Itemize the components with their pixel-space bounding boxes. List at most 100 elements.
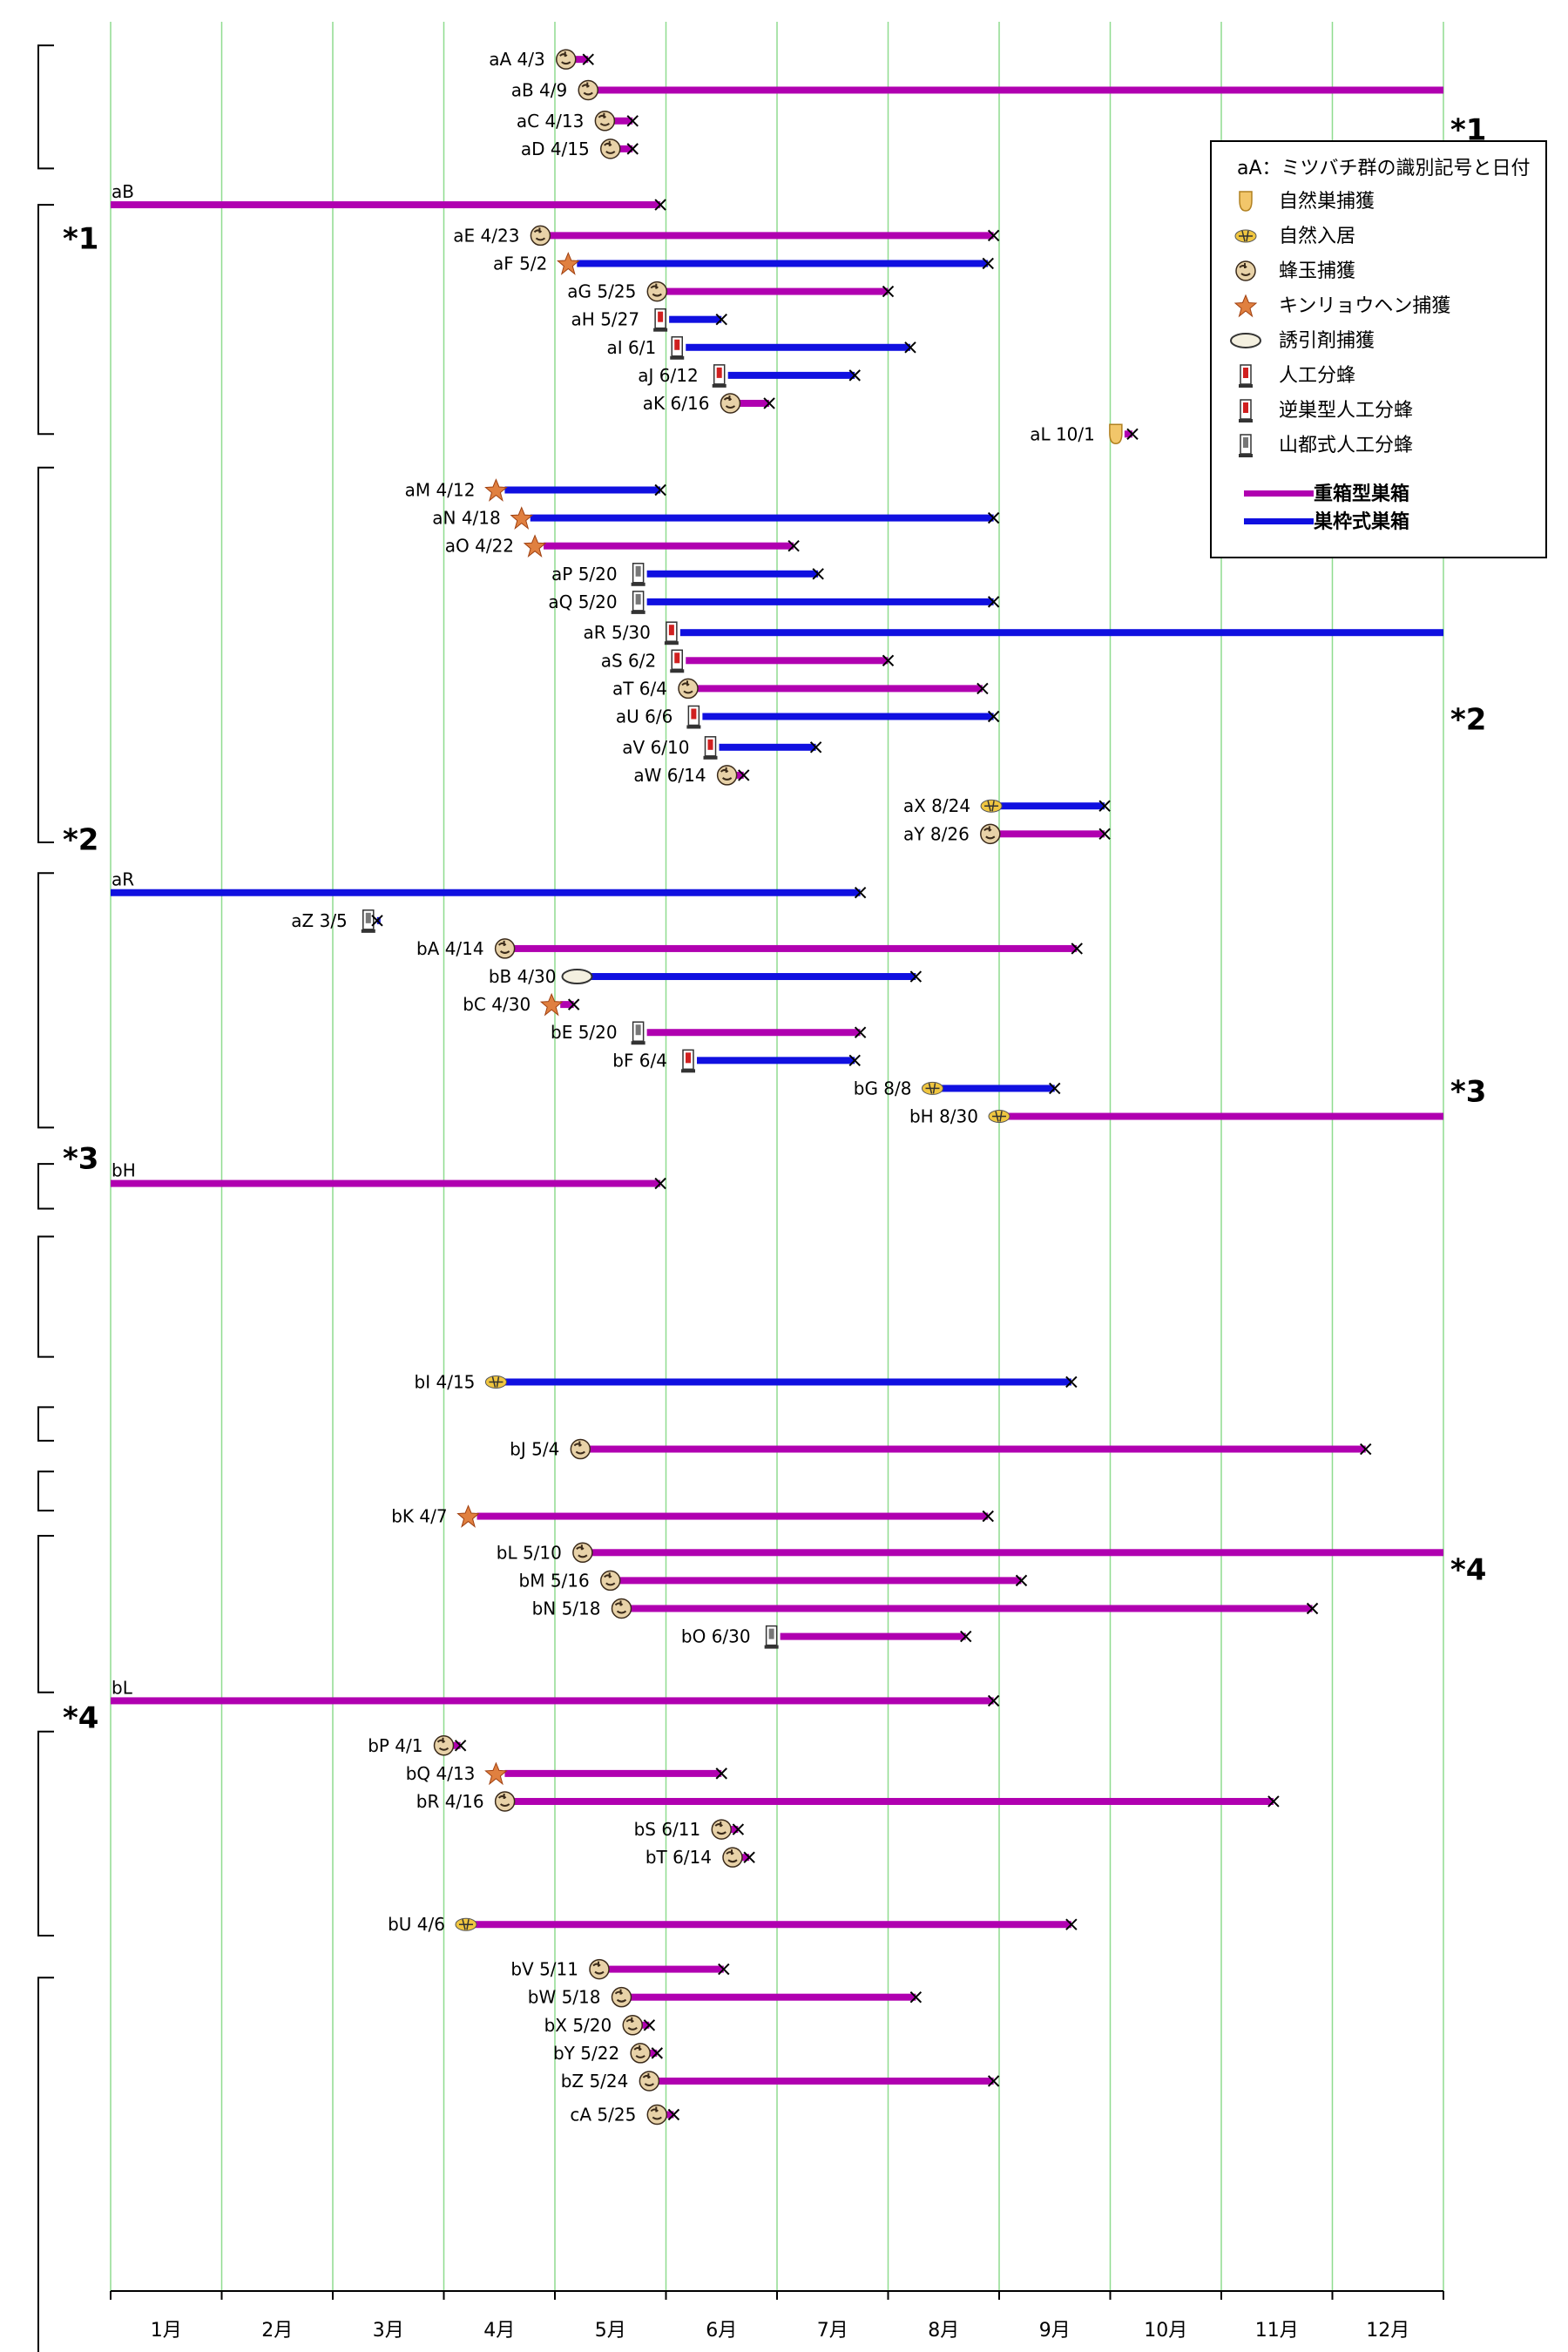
swarm-ball-icon-detail	[720, 767, 733, 781]
month-axis: 1月 2月 3月 4月 5月 6月 7月 8月 9月 10月 11月 12月	[110, 2290, 1444, 2342]
swarm-ball-icon-detail	[497, 1793, 510, 1807]
end-mark	[1049, 1082, 1061, 1095]
colony-label: bN 5/18	[532, 1598, 601, 1619]
colony-bar	[719, 743, 816, 751]
colony-row: bL	[111, 1677, 1000, 1707]
month-label: 12月	[1366, 2320, 1409, 2342]
end-mark	[626, 115, 639, 127]
month-label: 6月	[706, 2320, 737, 2342]
split-yamato-icon-mark	[635, 593, 641, 605]
colony-row: bN 5/18	[532, 1598, 1319, 1619]
end-mark	[960, 1630, 972, 1643]
split-icon-base	[670, 669, 685, 673]
colony-label: bL 5/10	[497, 1542, 562, 1563]
colony-row: bO 6/30	[681, 1625, 972, 1649]
split-icon-base	[670, 355, 685, 360]
end-mark	[1065, 1918, 1078, 1930]
colony-bar	[630, 1993, 916, 2001]
end-mark	[1098, 800, 1111, 812]
swarm-ball-icon-detail	[714, 1821, 727, 1835]
end-mark	[909, 1990, 923, 2004]
colony-bar	[666, 287, 889, 295]
colony-row: aZ 3/5	[291, 909, 383, 933]
colony-row: bI 4/15	[415, 1371, 1078, 1392]
orchid-icon	[484, 478, 508, 502]
colony-bar	[1008, 1112, 1443, 1120]
swarm-ball-icon-detail	[604, 140, 616, 154]
colony-bar	[666, 2111, 674, 2119]
end-mark	[982, 1510, 994, 1523]
colony-row: bW 5/18	[528, 1987, 923, 2008]
end-mark	[1306, 1602, 1319, 1615]
swarm-ball-icon-detail	[614, 1989, 627, 2003]
colony-bar	[669, 315, 722, 323]
split-icon-base	[653, 328, 668, 332]
colony-row: aM 4/12	[405, 478, 666, 502]
colony-label: bF 6/4	[612, 1050, 667, 1071]
colony-row: aS 6/2	[601, 649, 895, 673]
colony-row: aB 4/9	[511, 79, 1443, 100]
colony-row: aI 6/1	[607, 336, 916, 360]
legend: aA：ミツバチ群の識別記号と日付自然巣捕獲自然入居蜂玉捕獲キンリョウヘン捕獲誘引…	[1210, 140, 1547, 558]
colony-label: bW 5/18	[528, 1987, 601, 2008]
swarm-ball-icon-detail	[576, 1544, 588, 1558]
swarm-ball-icon-detail	[573, 1441, 585, 1455]
colony-label: bO 6/30	[681, 1626, 751, 1647]
colony-bar	[741, 1854, 750, 1862]
group-bracket	[37, 1535, 54, 1693]
split-reverse-icon-mark	[1243, 402, 1248, 413]
swarm-settle-icon-detail	[459, 1919, 473, 1930]
colony-bar	[702, 713, 994, 720]
colony-label: cA 5/25	[570, 2105, 636, 2126]
colony-bar	[1124, 430, 1132, 438]
month-label: 10月	[1144, 2320, 1187, 2342]
colony-row: aJ 6/12	[638, 364, 861, 388]
group-bracket	[37, 1235, 54, 1358]
colony-row: aR 5/30	[583, 621, 1443, 645]
colony-bar	[998, 830, 1105, 838]
colony-label: aD 4/15	[521, 139, 590, 159]
colony-row: bX 5/20	[544, 2015, 656, 2036]
split-icon-mark	[691, 708, 697, 720]
colony-label: aZ 3/5	[291, 910, 348, 931]
colony-bar	[679, 629, 1443, 637]
colony-bar	[111, 201, 661, 209]
legend-item-label: キンリョウヘン捕獲	[1279, 295, 1450, 317]
colony-bar	[513, 1797, 1274, 1805]
colony-row: bZ 5/24	[561, 2071, 1000, 2092]
month-label: 8月	[928, 2320, 959, 2342]
month-label: 3月	[373, 2320, 404, 2342]
end-mark	[1071, 943, 1083, 955]
end-mark	[1065, 1375, 1078, 1389]
colony-label: bL	[112, 1677, 133, 1698]
colony-bar	[504, 1769, 722, 1777]
colony-bar	[730, 1826, 739, 1834]
split-reverse-icon-mark	[707, 739, 713, 750]
colony-label: aR	[112, 869, 134, 890]
colony-row: bP 4/1	[368, 1735, 467, 1756]
end-mark	[909, 970, 923, 983]
colony-label: bA 4/14	[416, 938, 484, 959]
colony-label: aE 4/23	[453, 225, 519, 246]
orchid-icon	[557, 252, 580, 275]
swarm-settle-icon-detail	[984, 801, 999, 812]
group-bracket	[37, 1977, 54, 2352]
colony-bar	[630, 1605, 1313, 1612]
colony-row: aL 10/1	[1030, 423, 1139, 444]
colony-label: bB 4/30	[489, 966, 557, 987]
colony-bar	[618, 145, 633, 152]
colony-label: aP 5/20	[551, 564, 618, 585]
swarm-ball-icon-detail	[559, 51, 571, 65]
group-bracket	[37, 44, 54, 170]
swarm-ball-icon-detail	[650, 283, 662, 297]
legend-item-label: 人工分蜂	[1279, 365, 1355, 387]
colony-label: bH 8/30	[909, 1106, 978, 1127]
split-yamato-icon-base	[764, 1645, 779, 1649]
end-mark	[987, 1694, 1000, 1707]
colony-row: aH 5/27	[571, 308, 727, 332]
colony-label: aW 6/14	[633, 765, 706, 786]
colony-row: aD 4/15	[521, 139, 639, 159]
group-bracket	[37, 204, 54, 436]
colony-label: aG 5/25	[567, 281, 636, 302]
colony-label: aI 6/1	[607, 337, 657, 358]
